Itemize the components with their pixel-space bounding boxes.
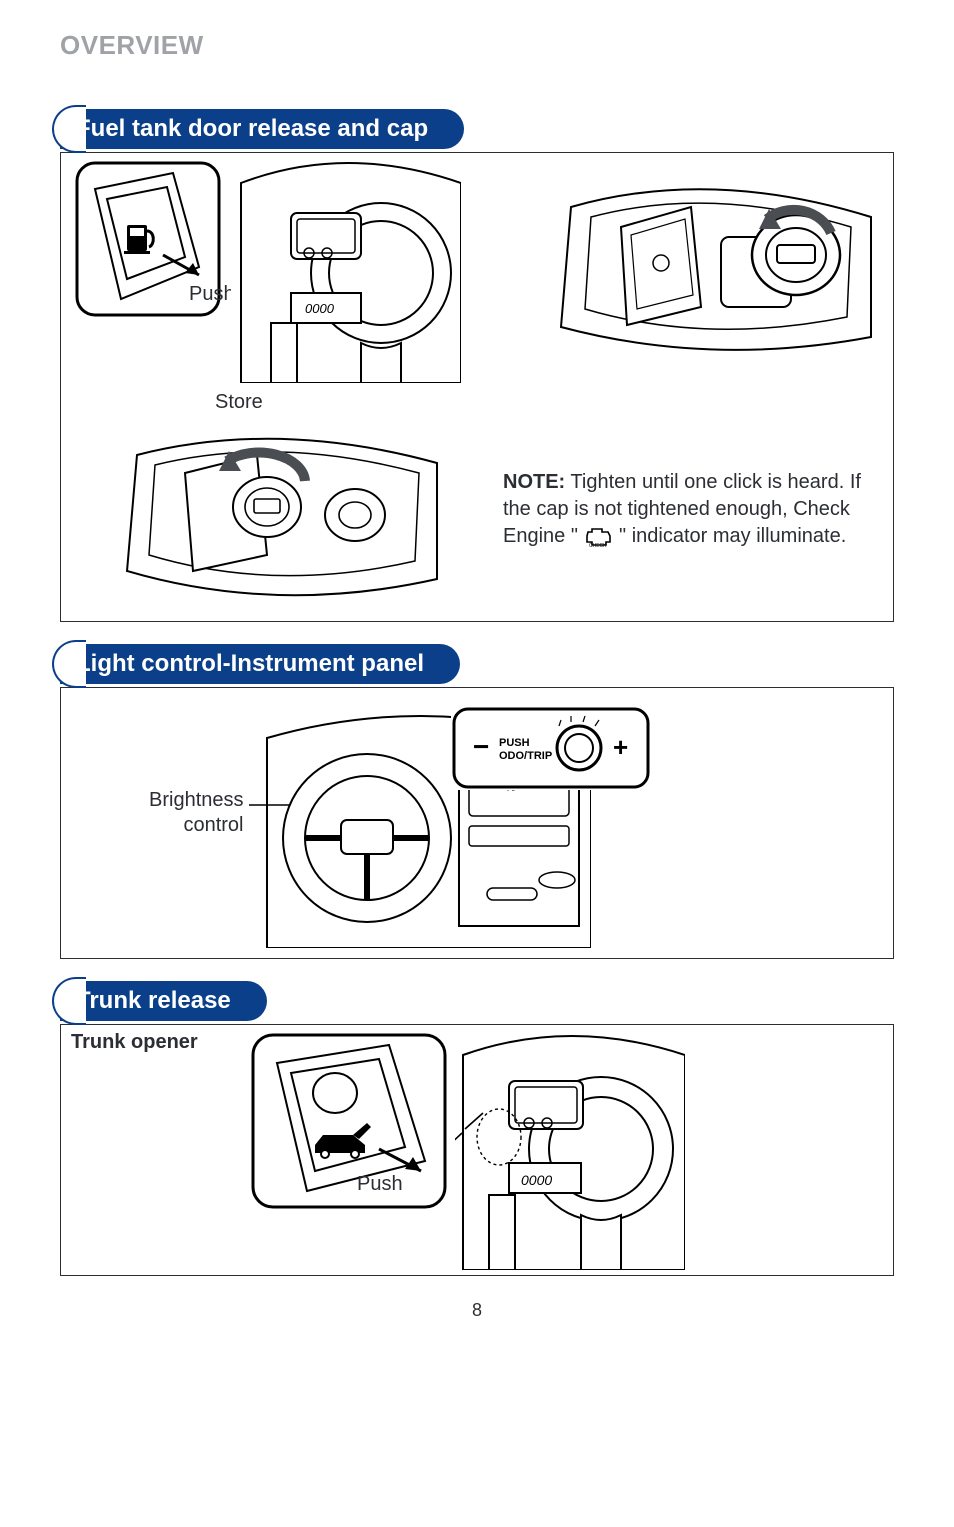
svg-text:0000: 0000 (521, 1172, 552, 1188)
section-fuel-box: Push 0000 Turn (60, 152, 894, 622)
label-trunk-push: Push (357, 1173, 403, 1196)
illus-dashboard-3: 0000 (455, 1025, 685, 1270)
note-part2: " indicator may illuminate. (614, 525, 847, 547)
trunk-release-icon (249, 1031, 449, 1211)
dashboard-3-icon: 0000 (455, 1025, 685, 1270)
label-brightness-line2: control (183, 814, 243, 836)
fuel-door-turn-icon (531, 167, 881, 362)
label-brightness-line1: Brightness (149, 789, 244, 811)
label-brightness: Brightness control (149, 788, 244, 838)
svg-text:0000: 0000 (305, 301, 335, 316)
page-number: 8 (60, 1300, 894, 1321)
illus-dashboard-1: 0000 (231, 153, 461, 383)
svg-text:ODO/TRIP: ODO/TRIP (499, 750, 552, 762)
label-store: Store (215, 391, 263, 414)
svg-text:CHECK: CHECK (589, 543, 607, 548)
section-fuel-title: Fuel tank door release and cap (60, 109, 464, 149)
section-light-title-wrap: Light control-Instrument panel (60, 644, 894, 688)
dashboard-icon: 0000 (231, 153, 461, 383)
fuel-store-icon (107, 419, 447, 609)
section-fuel-title-wrap: Fuel tank door release and cap (60, 109, 894, 153)
note-bold: NOTE: (503, 471, 565, 493)
section-trunk-box: Trunk opener Push (60, 1024, 894, 1276)
section-trunk-title: Trunk release (60, 981, 267, 1021)
illus-fuel-door-turn (531, 167, 881, 362)
illus-trunk-release (249, 1031, 449, 1211)
overview-heading: OVERVIEW (60, 30, 894, 61)
illus-fuel-store (107, 419, 447, 609)
note-text: NOTE: Tighten until one click is heard. … (503, 469, 873, 550)
svg-text:+: + (613, 732, 628, 762)
svg-text:−: − (473, 731, 489, 762)
check-engine-icon: CHECK (584, 526, 614, 548)
section-trunk-title-wrap: Trunk release (60, 981, 894, 1025)
trunk-subhead: Trunk opener (71, 1031, 198, 1054)
brightness-panel-icon: − PUSH ODO/TRIP + (451, 706, 651, 790)
leader-line-brightness (249, 800, 289, 810)
section-light-box: Brightness control (60, 687, 894, 959)
label-push: Push (189, 283, 235, 306)
illus-brightness-panel: − PUSH ODO/TRIP + (451, 706, 651, 790)
section-light-title: Light control-Instrument panel (60, 644, 460, 684)
svg-text:PUSH: PUSH (499, 737, 530, 749)
